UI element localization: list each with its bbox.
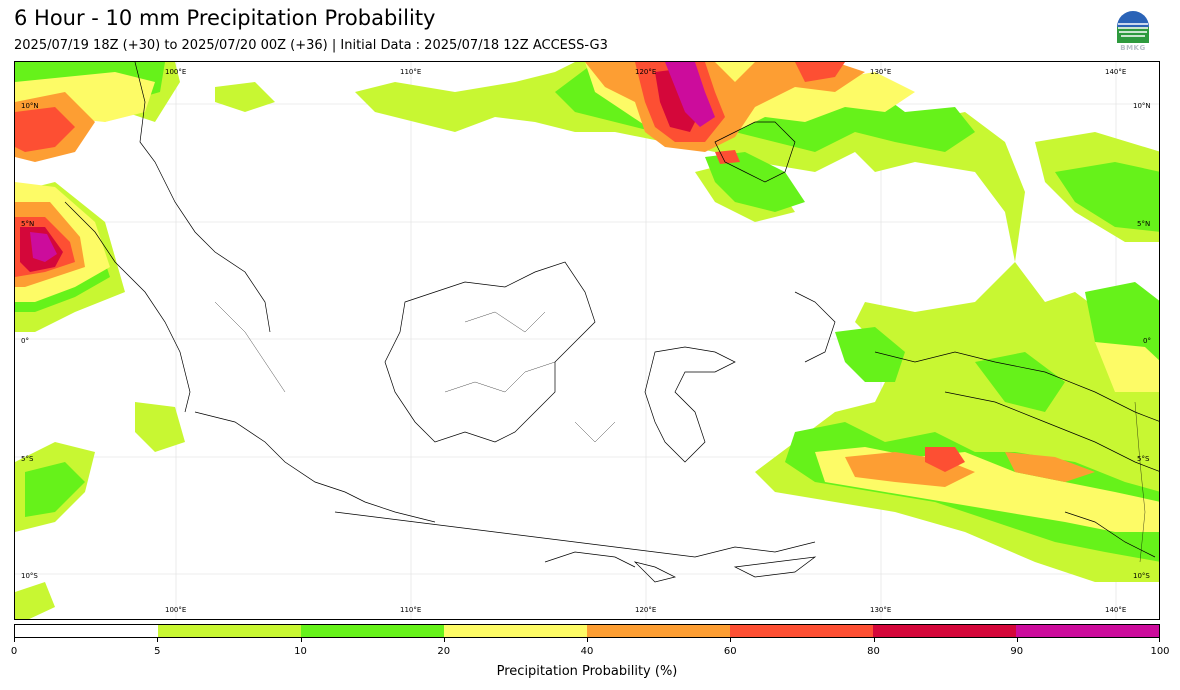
colorbar-tickmark [1016,638,1018,642]
lon-labels-top: 100°E 110°E 120°E 130°E 140°E [165,68,1126,76]
colorbar [14,624,1160,638]
colorbar-tickmark [730,638,732,642]
lat-label: 0° [21,337,29,345]
colorbar-tick-label: 60 [723,646,737,657]
colorbar-tick-label: 20 [437,646,451,657]
colorbar-tickmark [1159,638,1160,642]
chart-title: 6 Hour - 10 mm Precipitation Probability [14,6,436,30]
lat-label: 0° [1143,337,1151,345]
colorbar-tickmark [157,638,159,642]
map-canvas: 100°E 110°E 120°E 130°E 140°E 100°E 110°… [15,62,1159,619]
lon-label: 130°E [870,68,891,76]
chart-subtitle: 2025/07/19 18Z (+30) to 2025/07/20 00Z (… [14,38,608,53]
precipitation-map[interactable]: 100°E 110°E 120°E 130°E 140°E 100°E 110°… [14,61,1160,620]
lon-label: 100°E [165,68,186,76]
colorbar-segment [1016,625,1159,637]
colorbar-label: Precipitation Probability (%) [496,664,678,679]
lat-label: 5°N [1137,220,1150,228]
lat-labels-left: 10°N 5°N 0° 5°S 10°S [21,102,39,580]
lat-label: 10°S [1133,572,1150,580]
colorbar-tick-label: 100 [1150,646,1170,657]
coastlines [64,62,1159,583]
colorbar-segment [15,625,158,637]
colorbar-segment [301,625,444,637]
colorbar-segment [873,625,1016,637]
colorbar-tickmark [587,638,588,642]
precip-field-magenta [30,62,715,262]
lon-label: 100°E [165,606,186,614]
lon-label: 110°E [400,68,421,76]
logo-text: BMKG [1120,44,1146,52]
lon-label: 130°E [870,606,891,614]
lat-label: 5°S [1137,455,1150,463]
colorbar-segment [587,625,730,637]
colorbar-tick-label: 0 [10,646,18,657]
lon-labels-bottom: 100°E 110°E 120°E 130°E 140°E [165,606,1126,614]
lon-label: 140°E [1105,606,1126,614]
colorbar-tickmark [300,638,302,642]
lat-label: 10°N [1133,102,1151,110]
colorbar-tick-label: 40 [580,646,594,657]
colorbar-segment [444,625,587,637]
lon-label: 110°E [400,606,421,614]
colorbar-tick-label: 90 [1010,646,1024,657]
borders [214,301,1146,563]
colorbar-segment [730,625,873,637]
lat-label: 5°N [21,220,34,228]
lon-label: 120°E [635,68,656,76]
colorbar-tick-label: 80 [867,646,880,657]
colorbar-tick-label: 10 [294,646,307,657]
colorbar-tickmark [14,638,15,642]
colorbar-tick-label: 5 [154,646,161,657]
lon-label: 140°E [1105,68,1126,76]
colorbar-segment [158,625,301,637]
colorbar-tickmark [443,638,445,642]
lat-label: 5°S [21,455,34,463]
lat-label: 10°N [21,102,39,110]
bmkg-logo [1114,10,1152,56]
precip-field-lightgreen [15,62,1159,619]
lat-label: 10°S [21,572,38,580]
lat-labels-right: 10°N 5°N 0° 5°S 10°S [1133,102,1151,580]
colorbar-tickmark [873,638,875,642]
lon-label: 120°E [635,606,656,614]
